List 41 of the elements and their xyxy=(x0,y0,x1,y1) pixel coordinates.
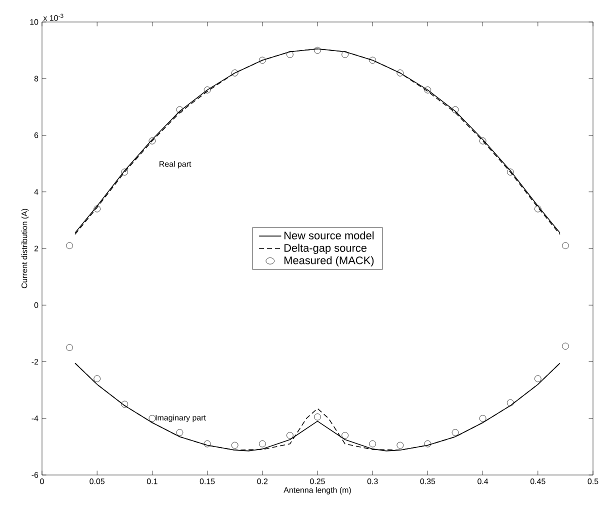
point xyxy=(369,56,376,64)
point xyxy=(204,440,211,448)
point xyxy=(396,442,404,449)
point xyxy=(286,51,294,58)
point xyxy=(534,375,542,382)
point xyxy=(176,429,184,436)
point xyxy=(176,106,184,114)
point xyxy=(66,344,73,351)
point xyxy=(424,86,432,94)
point xyxy=(369,440,376,448)
point xyxy=(314,46,321,54)
point xyxy=(396,70,404,76)
point xyxy=(424,440,432,448)
point xyxy=(506,399,514,406)
point xyxy=(562,242,569,250)
point xyxy=(286,432,294,439)
point xyxy=(479,138,486,144)
point xyxy=(204,86,211,94)
point xyxy=(534,205,542,212)
point xyxy=(479,414,486,422)
legend-label: Delta-gap source xyxy=(284,244,367,254)
point xyxy=(562,342,569,350)
point xyxy=(66,242,73,250)
legend-label: New source model xyxy=(284,231,374,240)
legend-label: Measured (MACK) xyxy=(284,256,374,266)
point xyxy=(121,400,128,408)
point xyxy=(94,375,100,382)
point xyxy=(506,168,514,176)
point xyxy=(314,414,321,420)
point xyxy=(121,168,128,176)
point xyxy=(94,205,100,212)
point xyxy=(231,70,238,76)
point xyxy=(342,51,348,58)
point xyxy=(148,138,156,144)
point xyxy=(148,414,156,422)
point xyxy=(452,106,459,114)
point xyxy=(452,429,459,436)
point xyxy=(259,440,266,448)
point xyxy=(259,56,266,64)
point xyxy=(231,442,238,449)
point xyxy=(342,432,348,439)
